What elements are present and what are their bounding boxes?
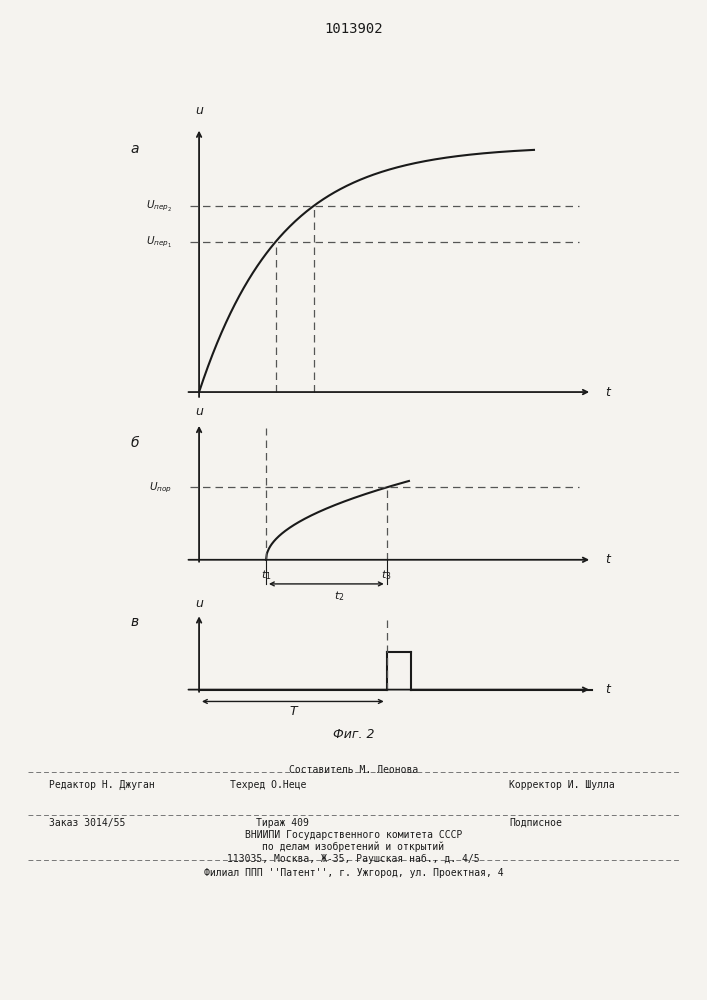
Text: 1013902: 1013902: [325, 22, 382, 36]
Text: u: u: [195, 405, 203, 418]
Text: u: u: [195, 597, 203, 610]
Text: Редактор Н. Джуган: Редактор Н. Джуган: [49, 780, 156, 790]
Text: по делам изобретений и открытий: по делам изобретений и открытий: [262, 842, 445, 852]
Text: в: в: [130, 614, 139, 629]
Text: Подписное: Подписное: [509, 818, 562, 828]
Text: Филиал ППП ''Патент'', г. Ужгород, ул. Проектная, 4: Филиал ППП ''Патент'', г. Ужгород, ул. П…: [204, 868, 503, 878]
Text: 113035, Москва, Ж-35, Раушская наб., д. 4/5: 113035, Москва, Ж-35, Раушская наб., д. …: [227, 854, 480, 864]
Text: а: а: [130, 142, 139, 156]
Text: $t_1$: $t_1$: [261, 568, 271, 582]
Text: Техред О.Неце: Техред О.Неце: [230, 780, 307, 790]
Text: Заказ 3014/55: Заказ 3014/55: [49, 818, 126, 828]
Text: Фиг. 2: Фиг. 2: [333, 728, 374, 741]
Text: Составитель М. Леонова: Составитель М. Леонова: [289, 765, 418, 775]
Text: t: t: [605, 683, 610, 696]
Text: $U_{пер_1}$: $U_{пер_1}$: [146, 234, 173, 249]
Text: ВНИИПИ Государственного комитета СССР: ВНИИПИ Государственного комитета СССР: [245, 830, 462, 840]
Text: T: T: [289, 705, 297, 718]
Text: u: u: [195, 104, 203, 117]
Text: t: t: [605, 386, 610, 399]
Text: Корректор И. Шулла: Корректор И. Шулла: [509, 780, 615, 790]
Text: $U_{пор}$: $U_{пор}$: [149, 480, 173, 495]
Text: $t_2$: $t_2$: [334, 589, 345, 603]
Text: б: б: [130, 436, 139, 450]
Text: t: t: [605, 553, 610, 566]
Text: $U_{пер_2}$: $U_{пер_2}$: [146, 198, 173, 213]
Text: $t_3$: $t_3$: [381, 568, 392, 582]
Text: Тираж 409: Тираж 409: [257, 818, 309, 828]
